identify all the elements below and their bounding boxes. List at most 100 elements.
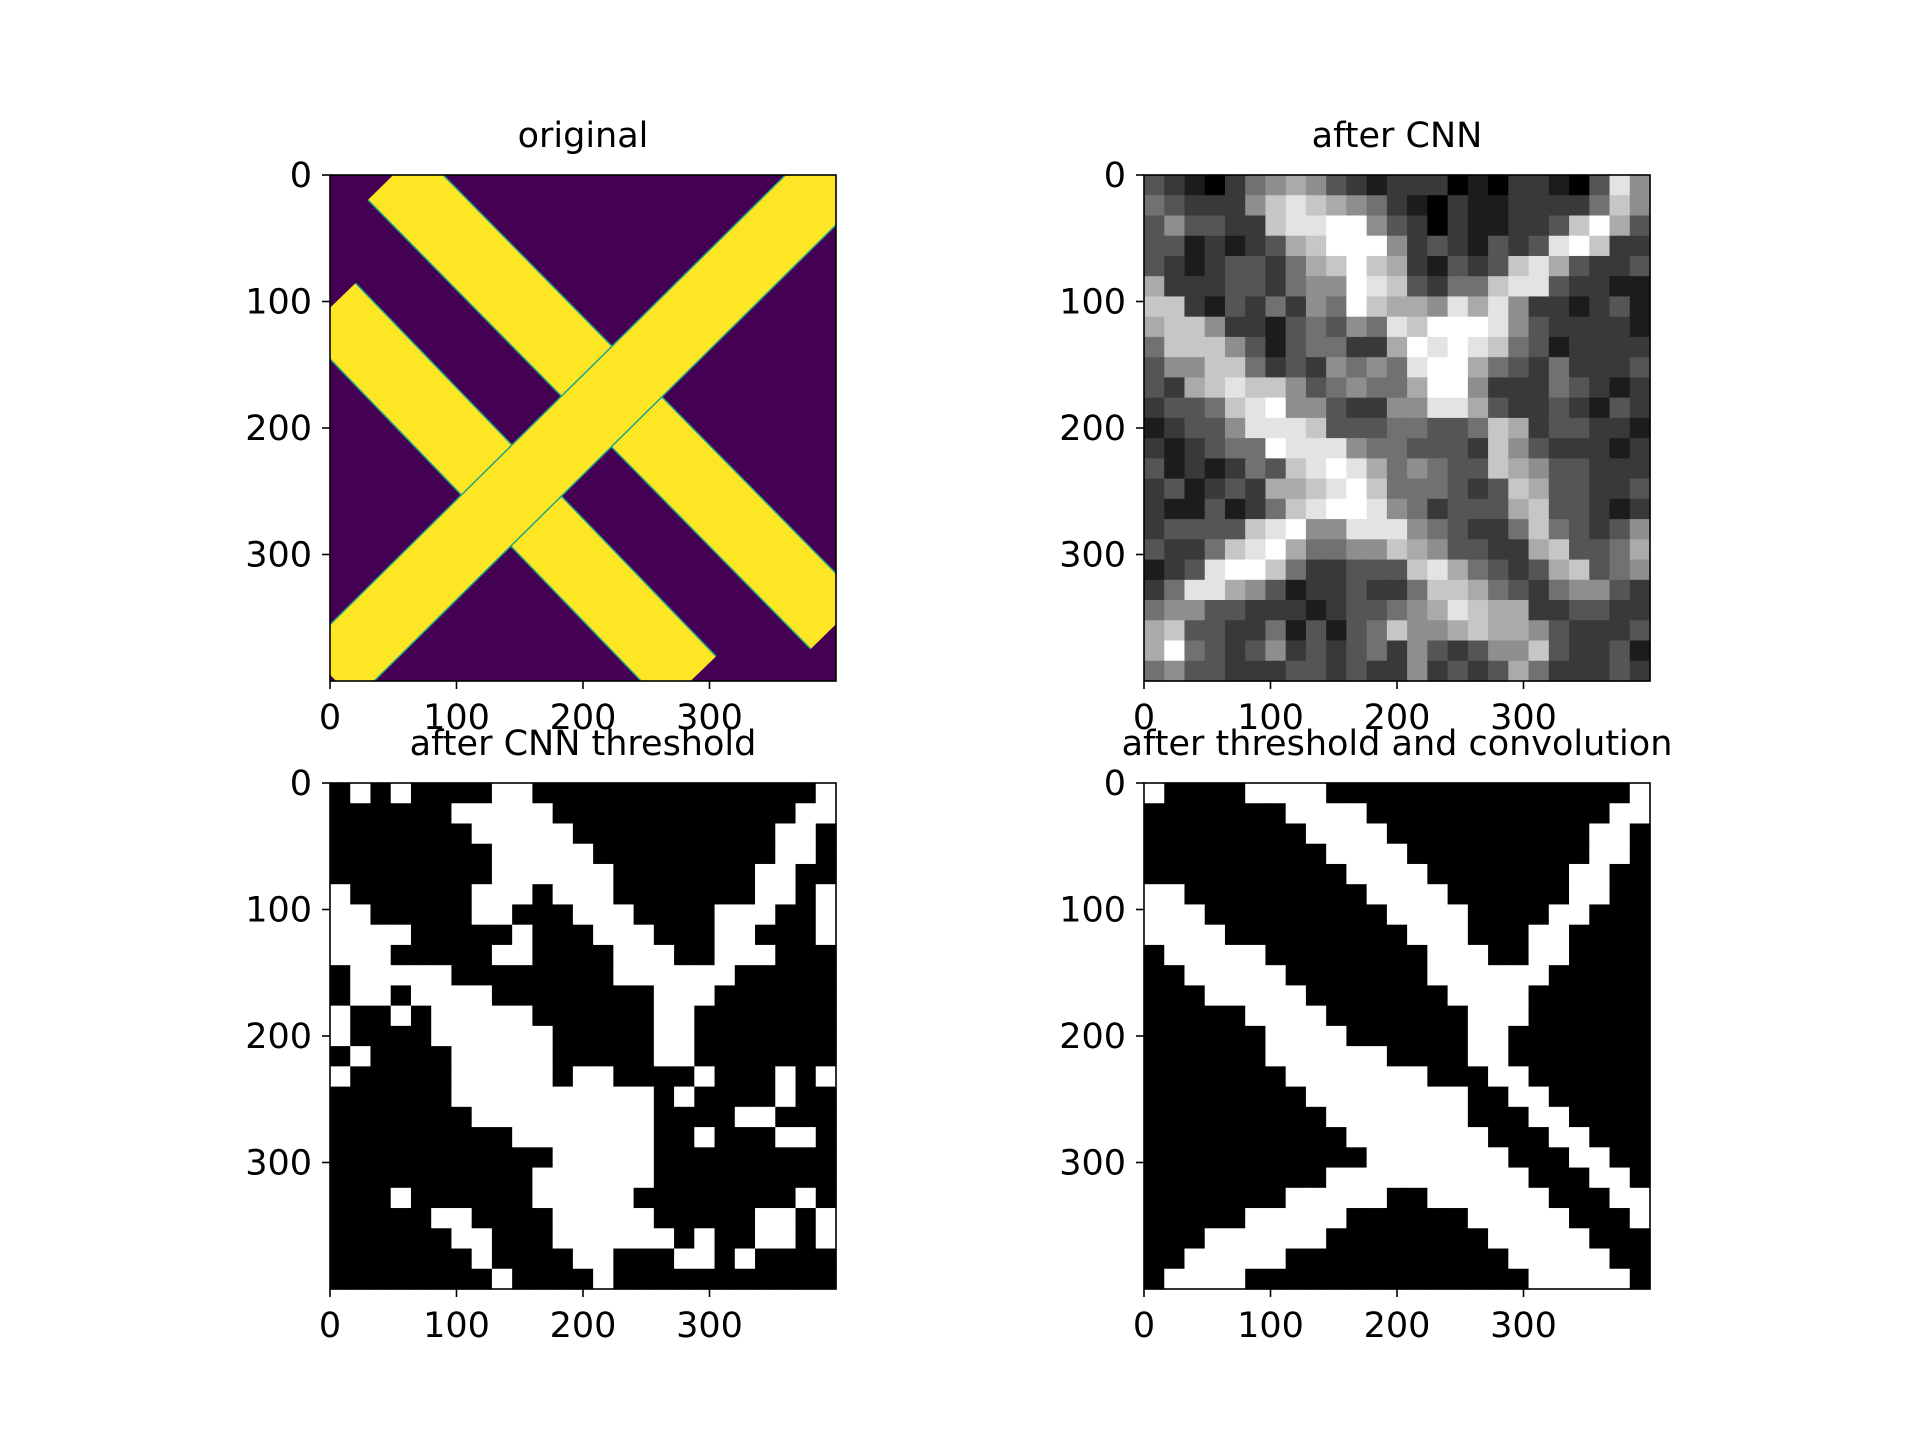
heatmap-cell [1326, 904, 1347, 926]
heatmap-cell [350, 1106, 372, 1128]
heatmap-cell [1548, 276, 1570, 298]
heatmap-cell [552, 1127, 574, 1148]
heatmap-cell [431, 1228, 453, 1250]
heatmap-cell [795, 1106, 817, 1128]
heatmap-cell [1366, 255, 1388, 277]
heatmap-cell [1245, 235, 1267, 257]
heatmap-cell [532, 924, 554, 946]
heatmap-cell [633, 1106, 655, 1128]
heatmap-cell [1407, 944, 1428, 966]
heatmap-cell [1224, 1106, 1246, 1128]
heatmap-cell [1589, 1167, 1611, 1189]
heatmap-cell [1305, 600, 1327, 621]
heatmap-cell [1164, 519, 1186, 540]
heatmap-cell [1569, 397, 1590, 419]
heatmap-cell [593, 884, 614, 906]
heatmap-cell [1569, 478, 1590, 500]
heatmap-cell [1548, 458, 1570, 480]
heatmap-cell [613, 1187, 635, 1209]
heatmap-cell [1326, 803, 1347, 825]
heatmap-cell [1224, 1005, 1246, 1027]
heatmap-cell [1184, 863, 1206, 885]
heatmap-cell [1548, 843, 1570, 865]
heatmap-cell [1245, 539, 1267, 561]
heatmap-cell [653, 783, 675, 804]
heatmap-cell [1407, 863, 1428, 885]
heatmap-cell [1184, 1086, 1206, 1108]
heatmap-cell [330, 823, 351, 845]
heatmap-cell [512, 1248, 533, 1270]
heatmap-cell [1407, 660, 1428, 682]
heatmap-cell [694, 924, 716, 946]
heatmap-cell [350, 803, 372, 825]
heatmap-cell [1427, 1167, 1449, 1189]
heatmap-cell [1629, 1187, 1651, 1209]
heatmap-cell [1224, 965, 1246, 986]
heatmap-cell [1305, 458, 1327, 480]
heatmap-cell [1204, 1005, 1226, 1027]
heatmap-cell [1164, 884, 1186, 906]
heatmap-cell [694, 1268, 716, 1290]
heatmap-cell [795, 843, 817, 865]
heatmap-cell [1569, 783, 1590, 804]
heatmap-cell [1407, 904, 1428, 926]
heatmap-cell [370, 783, 392, 804]
heatmap-cell [1447, 579, 1469, 601]
heatmap-cell [775, 863, 797, 885]
heatmap-cell [1508, 539, 1530, 561]
heatmap-cell [1548, 985, 1570, 1007]
heatmap-cell [1488, 397, 1509, 419]
heatmap-cell [471, 904, 493, 926]
heatmap-cell [1467, 1228, 1489, 1250]
heatmap-cell [795, 1127, 817, 1148]
heatmap-cell [1144, 843, 1165, 865]
heatmap-cell [1144, 397, 1165, 419]
heatmap-cell [1366, 458, 1388, 480]
heatmap-cell [1305, 417, 1327, 439]
heatmap-cell [1204, 1187, 1226, 1209]
heatmap-cell [1589, 417, 1611, 439]
heatmap-cell [593, 843, 614, 865]
heatmap-cell [370, 1025, 392, 1047]
heatmap-cell [1204, 924, 1226, 946]
heatmap-cell [1204, 1086, 1226, 1108]
heatmap-cell [1386, 1187, 1408, 1209]
heatmap-cell [1386, 255, 1408, 277]
heatmap-cell [1164, 1147, 1186, 1169]
heatmap-cell [1366, 559, 1388, 581]
heatmap-cell [795, 1025, 817, 1047]
heatmap-cell [1407, 215, 1428, 237]
heatmap-cell [1467, 823, 1489, 845]
heatmap-cell [1407, 498, 1428, 520]
heatmap-cell [613, 1106, 635, 1128]
heatmap-cell [1609, 823, 1631, 845]
heatmap-cell [653, 1005, 675, 1027]
heatmap-cell [1265, 1005, 1287, 1027]
heatmap-cell [1366, 296, 1388, 318]
heatmap-cell [1265, 1187, 1287, 1209]
heatmap-cell [471, 1046, 493, 1067]
heatmap-cell [1508, 783, 1530, 804]
heatmap-cell [1629, 1046, 1651, 1067]
heatmap-cell [431, 904, 453, 926]
heatmap-cell [330, 1208, 351, 1229]
heatmap-cell [1508, 965, 1530, 986]
heatmap-cell [694, 904, 716, 926]
heatmap-cell [350, 1086, 372, 1108]
heatmap-cell [653, 1187, 675, 1209]
heatmap-cell [1366, 1228, 1388, 1250]
heatmap-cell [1164, 1046, 1186, 1067]
heatmap-cell [775, 803, 797, 825]
heatmap-cell [1265, 944, 1287, 966]
heatmap-cell [795, 985, 817, 1007]
heatmap-cell [1488, 377, 1509, 399]
heatmap-cell [1528, 1167, 1550, 1189]
heatmap-cell [1569, 417, 1590, 439]
x-tick-label: 200 [1364, 698, 1431, 738]
image-area-original [330, 175, 836, 681]
heatmap-cell [1548, 235, 1570, 257]
heatmap-cell [674, 1025, 695, 1047]
heatmap-cell [1629, 397, 1651, 419]
